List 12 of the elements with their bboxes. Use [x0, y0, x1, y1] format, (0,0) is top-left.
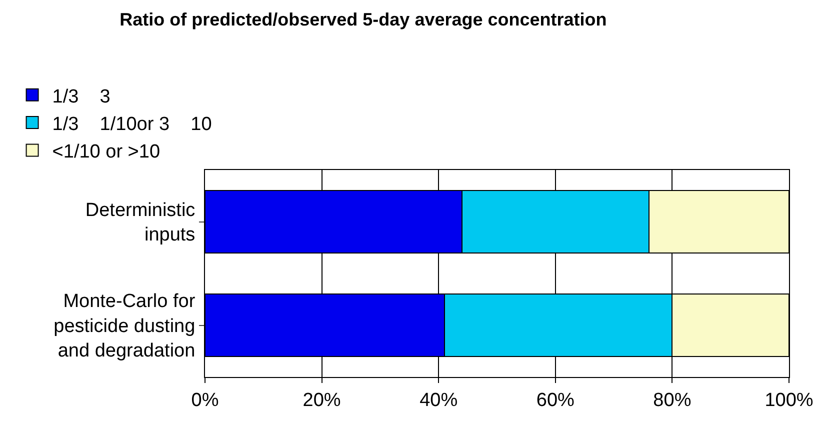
y-tick-label: Monte-Carlo for pesticide dusting and degradation [54, 291, 196, 362]
x-tick-label: 40% [420, 390, 458, 411]
x-tick-label: 80% [653, 390, 692, 411]
x-tick-label: 0% [191, 390, 219, 411]
x-tick-label: 60% [536, 390, 575, 411]
legend-label: 1/3 3 [52, 86, 110, 108]
chart-title: Ratio of predicted/observed 5-day average concentration [120, 9, 607, 30]
legend-label: <1/10 or >10 [52, 142, 160, 163]
y-tick-label: Deterministic inputs [85, 200, 196, 246]
x-tick-label: 100% [764, 390, 814, 411]
x-tick-label: 20% [302, 390, 341, 411]
legend-label: 1/3 1/10or 3 10 [52, 114, 212, 135]
